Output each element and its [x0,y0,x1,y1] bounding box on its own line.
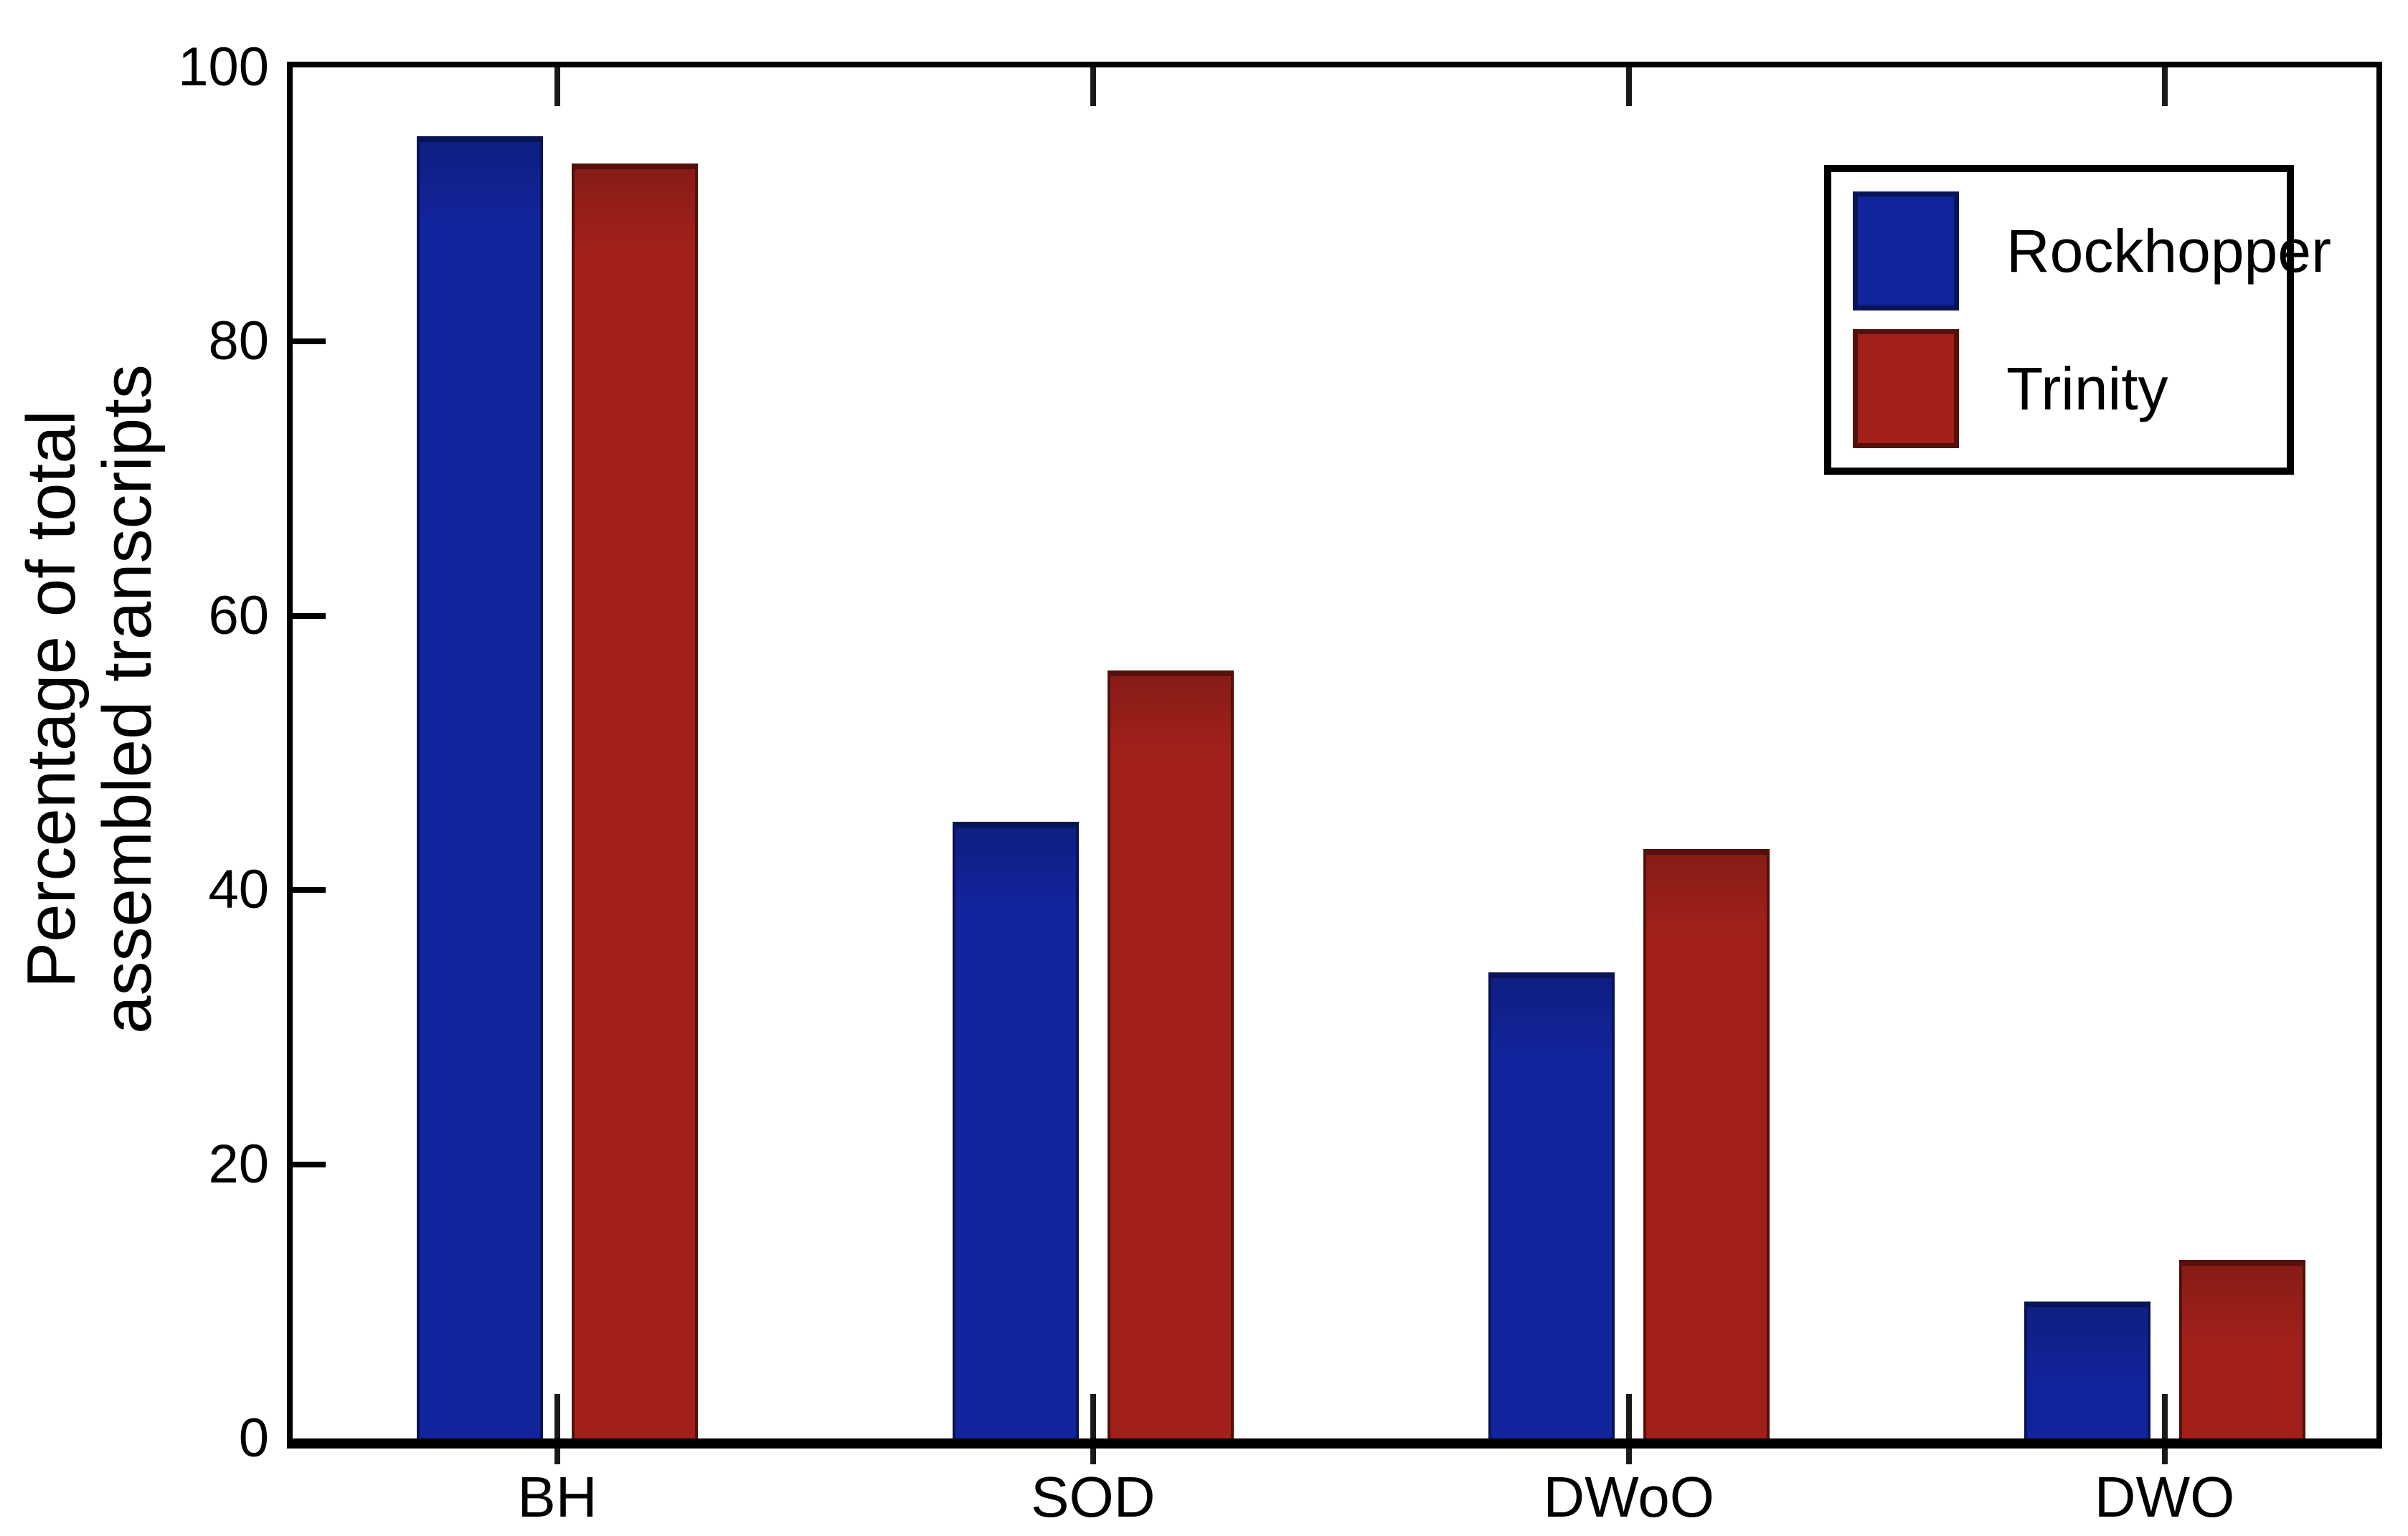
y-axis-title-line-1: Percentage of total [13,410,90,988]
x-category-label-DWoO: DWoO [1543,1465,1714,1529]
x-tick-top-SOD [1090,67,1096,106]
x-tick-top-BH [554,67,560,106]
x-category-label-SOD: SOD [1031,1465,1156,1529]
bar-trinity-DWO [2178,1260,2305,1438]
x-tick-stub-BH [554,1449,560,1464]
bar-rockhopper-BH [416,136,543,1438]
x-tick-stub-DWO [2161,1449,2168,1464]
y-tick-label-0: 0 [238,1408,269,1469]
x-tick-bottom-DWoO [1625,1394,1632,1438]
x-tick-bottom-DWO [2161,1394,2168,1438]
bar-rockhopper-DWO [2024,1302,2150,1438]
y-tick-mark-60 [293,612,326,619]
bar-rockhopper-SOD [952,822,1079,1438]
legend-label-trinity: Trinity [2006,354,2168,422]
legend-label-rockhopper: Rockhopper [2006,217,2331,285]
x-category-label-BH: BH [517,1465,598,1529]
y-tick-label-100: 100 [178,37,269,98]
bar-rockhopper-DWoO [1488,972,1615,1438]
bar-trinity-SOD [1107,670,1234,1438]
x-tick-stub-SOD [1090,1449,1096,1464]
y-tick-mark-40 [293,887,326,893]
y-tick-label-40: 40 [208,859,269,921]
x-tick-top-DWoO [1625,67,1632,106]
y-tick-label-20: 20 [208,1133,269,1195]
y-tick-label-60: 60 [208,584,269,646]
y-axis-title: Percentage of total assembled transcript… [13,364,166,1034]
bar-trinity-DWoO [1643,849,1770,1438]
legend-swatch-trinity [1853,329,1959,448]
x-tick-bottom-BH [554,1394,560,1438]
x-tick-stub-DWoO [1625,1449,1632,1464]
y-tick-mark-80 [293,338,326,345]
legend: Rockhopper Trinity [1824,165,2331,475]
x-tick-top-DWO [2161,67,2168,106]
legend-swatch-rockhopper [1853,191,1959,310]
legend-item-rockhopper: Rockhopper [1831,182,2331,320]
bar-trinity-BH [571,163,698,1438]
legend-item-trinity: Trinity [1831,320,2287,458]
x-tick-bottom-SOD [1090,1394,1096,1438]
y-tick-label-80: 80 [208,310,269,372]
y-axis-title-line-2: assembled transcripts [89,364,166,1034]
x-category-label-DWO: DWO [2094,1465,2235,1529]
y-tick-mark-20 [293,1161,326,1167]
